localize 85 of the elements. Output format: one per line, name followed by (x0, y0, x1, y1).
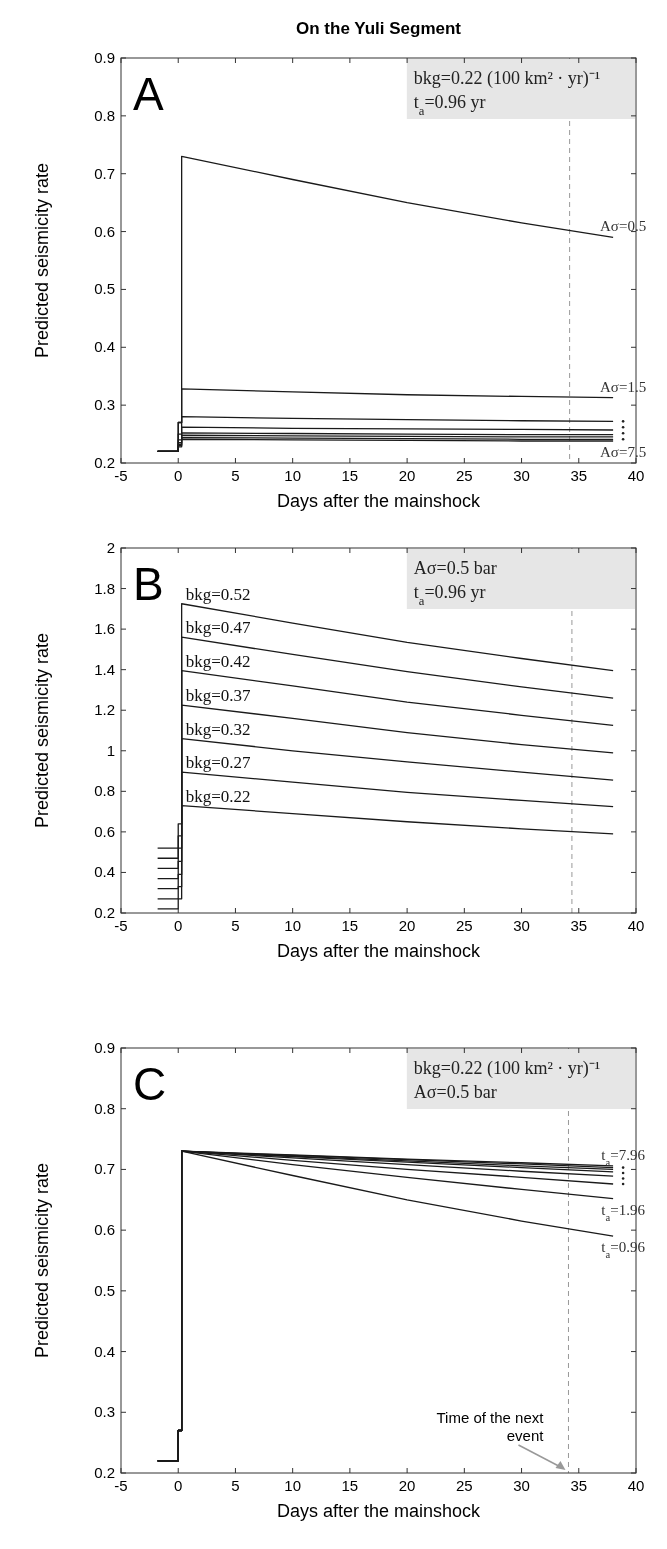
annotation: Aσ=0.5 bar (413, 1082, 497, 1102)
x-tick-label: -5 (114, 467, 128, 484)
x-tick-label: 25 (455, 917, 473, 934)
x-tick-label: 30 (513, 467, 530, 484)
y-tick-label: 0.5 (94, 280, 115, 298)
x-tick-label: 5 (231, 467, 240, 484)
y-tick-label: 0.4 (94, 863, 115, 881)
y-tick-label: 0.3 (94, 1403, 115, 1421)
annotation: C (133, 1058, 167, 1110)
y-tick-label: 1.2 (94, 701, 115, 719)
y-tick-label: 0.7 (94, 1160, 115, 1178)
y-tick-label: 0.9 (94, 49, 115, 66)
y-tick-label: 0.6 (94, 1221, 115, 1239)
annotation: A (133, 68, 164, 120)
x-tick-label: 10 (284, 467, 302, 484)
series-label: bkg=0.27 (185, 753, 251, 773)
series-label: Aσ=7.5 (600, 444, 647, 461)
y-tick-label: 0.3 (94, 396, 115, 414)
x-tick-label: 20 (398, 1477, 416, 1494)
series-label: bkg=0.47 (185, 618, 251, 638)
x-tick-label: 15 (341, 467, 359, 484)
y-tick-label: 1.8 (94, 579, 115, 597)
x-tick-label: -5 (114, 917, 128, 934)
x-tick-label: 10 (284, 917, 302, 934)
annotation: t$_{a}$=0.96 yr (413, 92, 486, 118)
y-tick-label: 0.8 (94, 782, 115, 800)
series-label: bkg=0.22 (185, 786, 251, 806)
x-tick-label: 40 (627, 917, 645, 934)
y-tick-label: 1.4 (94, 660, 115, 678)
x-axis-title: Days after the mainshock (276, 491, 482, 511)
y-tick-label: 0.8 (94, 106, 115, 124)
y-tick-label: 0.9 (94, 1039, 115, 1056)
y-tick-label: 0.5 (94, 1281, 115, 1299)
y-tick-label: 0.6 (94, 822, 115, 840)
y-tick-label: 0.6 (94, 222, 115, 240)
x-tick-label: 25 (455, 467, 473, 484)
x-tick-label: 0 (174, 467, 183, 484)
x-tick-label: 15 (341, 1477, 359, 1494)
x-tick-label: 0 (174, 917, 183, 934)
x-axis-title: Days after the mainshock (276, 941, 482, 961)
series-label: bkg=0.32 (185, 719, 251, 739)
y-axis-title: Predicted seismicity rate (32, 1162, 52, 1359)
x-tick-label: 40 (627, 1477, 645, 1494)
chart-title: On the Yuli Segment (296, 19, 462, 38)
annotation: bkg=0.22 (100 km² · yr)⁻¹ (413, 68, 601, 89)
series-label: bkg=0.42 (185, 651, 251, 671)
x-tick-label: 0 (174, 1477, 183, 1494)
y-tick-label: 0.4 (94, 338, 115, 356)
series-label: t$_{a}$=1.96 (601, 1201, 646, 1223)
ref-line-label: Time of the next event (436, 1409, 545, 1444)
x-tick-label: 5 (231, 1477, 240, 1494)
series-label: Aσ=0.5 (600, 218, 647, 235)
x-tick-label: -5 (114, 1477, 128, 1494)
x-tick-label: 40 (627, 467, 645, 484)
series-label: t$_{a}$=0.96 (601, 1239, 646, 1260)
y-axis-title: Predicted seismicity rate (32, 632, 52, 829)
x-tick-label: 35 (570, 917, 588, 934)
series-label: Aσ=1.5 (600, 378, 647, 395)
x-axis-title: Days after the mainshock (276, 1501, 482, 1521)
annotation: bkg=0.22 (100 km² · yr)⁻¹ (413, 1058, 601, 1079)
series-label: bkg=0.37 (185, 686, 251, 706)
x-tick-label: 25 (455, 1477, 473, 1494)
y-tick-label: 0.7 (94, 164, 115, 182)
annotation: B (133, 558, 164, 610)
y-tick-label: 0.4 (94, 1342, 115, 1360)
x-tick-label: 15 (341, 917, 359, 934)
x-tick-label: 35 (570, 1477, 588, 1494)
x-tick-label: 10 (284, 1477, 302, 1494)
y-axis-title: Predicted seismicity rate (32, 162, 52, 359)
y-tick-label: 0.8 (94, 1099, 115, 1117)
x-tick-label: 30 (513, 917, 530, 934)
y-tick-label: 1 (106, 741, 115, 759)
y-tick-label: 0.2 (94, 904, 115, 921)
x-tick-label: 30 (513, 1477, 530, 1494)
y-tick-label: 0.2 (94, 454, 115, 471)
y-tick-label: 1.6 (94, 620, 115, 638)
y-tick-label: 2 (106, 539, 115, 556)
x-tick-label: 20 (398, 917, 416, 934)
annotation: Aσ=0.5 bar (413, 558, 497, 578)
x-tick-label: 35 (570, 467, 588, 484)
y-tick-label: 0.2 (94, 1464, 115, 1481)
x-tick-label: 20 (398, 467, 416, 484)
annotation: t$_{a}$=0.96 yr (413, 582, 486, 608)
x-tick-label: 5 (231, 917, 240, 934)
series-label: bkg=0.52 (185, 584, 251, 604)
